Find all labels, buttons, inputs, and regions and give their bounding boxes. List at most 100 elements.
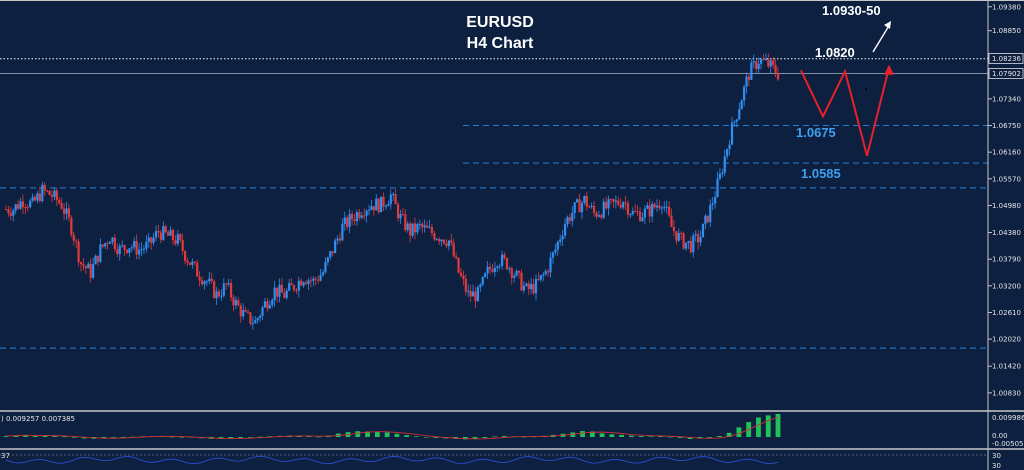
bull-candle <box>94 255 97 265</box>
bear-candle <box>237 300 240 306</box>
bull-candle <box>663 207 666 209</box>
bear-candle <box>697 234 700 243</box>
bull-candle <box>566 217 569 225</box>
bull-candle <box>651 203 654 217</box>
rsi-line <box>5 455 779 465</box>
bear-candle <box>317 279 320 281</box>
bull-candle <box>169 230 172 236</box>
bull-candle <box>154 231 158 238</box>
bull-candle <box>435 239 438 241</box>
macd-histogram-bar <box>120 437 126 438</box>
bull-candle <box>263 301 267 308</box>
bull-candle <box>326 257 329 263</box>
bear-candle <box>689 240 692 253</box>
bear-candle <box>62 208 66 214</box>
bear-candle <box>46 190 49 192</box>
macd-histogram-bar <box>101 437 107 439</box>
y-tick-label: 1.06160 <box>992 149 1021 157</box>
bull-candle <box>254 320 257 324</box>
bull-candle <box>701 223 705 238</box>
bull-candle <box>735 119 738 122</box>
bull-candle <box>348 213 351 227</box>
macd-histogram-bar <box>775 414 781 437</box>
bear-candle <box>636 211 639 213</box>
bear-candle <box>658 205 661 208</box>
bear-candle <box>592 205 596 213</box>
macd-histogram-bar <box>316 436 322 438</box>
y-tick-label: 1.07902 <box>992 70 1021 78</box>
bear-candle <box>653 203 656 208</box>
bull-candle <box>544 271 547 275</box>
macd-histogram-bar <box>658 435 664 437</box>
bear-candle <box>292 285 296 290</box>
bear-candle <box>79 262 83 265</box>
bull-candle <box>484 273 487 277</box>
bull-candle <box>208 278 211 282</box>
bull-candle <box>713 197 717 204</box>
bear-candle <box>670 215 673 227</box>
bear-candle <box>159 232 162 240</box>
bull-candle <box>677 233 680 241</box>
bull-candle <box>501 254 504 266</box>
bull-candle <box>423 225 426 228</box>
bull-candle <box>704 215 707 224</box>
macd-tick-label: 0.009986 <box>992 414 1024 422</box>
y-tick-label: 1.08850 <box>992 27 1021 35</box>
bear-candle <box>505 257 509 270</box>
bear-candle <box>38 193 41 202</box>
bull-candle <box>471 291 475 297</box>
bull-candle <box>467 290 470 292</box>
bull-candle <box>745 76 748 87</box>
bull-candle <box>646 205 649 209</box>
bear-candle <box>619 204 622 208</box>
macd-histogram-bar <box>423 437 429 438</box>
bull-candle <box>769 60 772 67</box>
macd-histogram-bar <box>111 437 116 438</box>
y-tick-label: 1.06750 <box>992 122 1021 130</box>
bull-candle <box>476 287 480 302</box>
bear-candle <box>706 215 709 223</box>
y-tick-label: 1.04380 <box>992 229 1021 237</box>
macd-histogram-bar <box>404 435 410 437</box>
bull-candle <box>428 227 431 229</box>
bull-candle <box>757 63 760 70</box>
macd-signal-line <box>5 416 779 440</box>
macd-histogram-bar <box>492 436 498 438</box>
y-tick-label: 1.00830 <box>992 389 1021 397</box>
bear-candle <box>164 226 167 233</box>
bull-candle <box>399 214 402 219</box>
bull-candle <box>738 109 741 120</box>
bear-candle <box>174 240 177 244</box>
bull-candle <box>554 249 557 253</box>
bear-candle <box>588 206 591 208</box>
bull-candle <box>205 281 208 283</box>
bull-candle <box>556 241 559 250</box>
macd-histogram-bar <box>52 436 58 437</box>
bull-candle <box>302 282 305 286</box>
bull-candle <box>31 196 34 201</box>
bull-candle <box>559 239 562 242</box>
macd-histogram-bar <box>306 436 312 437</box>
bull-candle <box>288 283 291 291</box>
macd-histogram-bar <box>384 432 390 437</box>
bull-candle <box>261 307 264 316</box>
macd-histogram-bar <box>374 431 380 437</box>
bull-candle <box>133 241 136 248</box>
macd-histogram-bar <box>716 436 722 437</box>
bear-candle <box>58 200 61 204</box>
bull-candle <box>418 223 421 225</box>
bear-candle <box>532 283 535 294</box>
bear-candle <box>4 209 8 211</box>
bull-candle <box>334 240 337 254</box>
macd-histogram-bar <box>472 437 478 439</box>
bear-candle <box>70 217 73 235</box>
bull-candle <box>278 284 281 297</box>
bull-candle <box>297 280 300 291</box>
bull-candle <box>256 318 259 321</box>
bear-candle <box>430 227 434 234</box>
bull-candle <box>12 210 15 216</box>
bull-candle <box>251 323 254 325</box>
bear-candle <box>382 196 385 207</box>
macd-histogram-bar <box>23 435 28 437</box>
